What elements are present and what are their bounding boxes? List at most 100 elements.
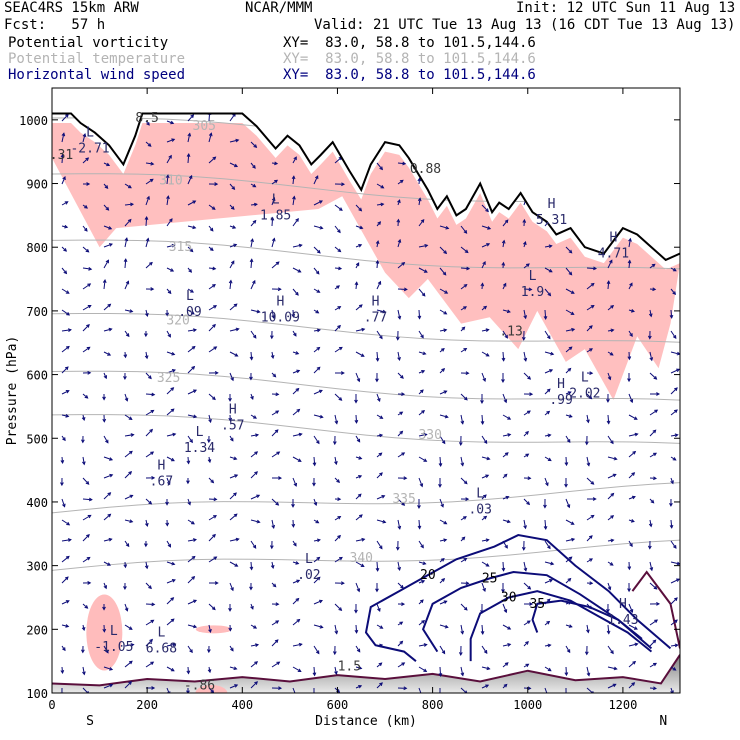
wind-vector-head xyxy=(312,482,316,487)
valid-time: Valid: 21 UTC Tue 13 Aug 13 (16 CDT Tue … xyxy=(314,17,736,33)
extremum-letter: H xyxy=(609,231,617,246)
wind-vector-head xyxy=(441,368,446,372)
wind-vector-head xyxy=(270,354,275,360)
wind-vector xyxy=(418,644,427,647)
wind-vector xyxy=(166,387,174,395)
wind-vector-head xyxy=(234,163,239,168)
wind-vector xyxy=(313,414,323,418)
wind-vector xyxy=(502,452,509,458)
wind-vector-head xyxy=(150,409,155,414)
wind-vector xyxy=(292,244,302,248)
wind-vector xyxy=(355,304,363,311)
contour-inline-label: 0.88 xyxy=(410,162,441,177)
wind-vector xyxy=(166,433,176,437)
wind-vector-head xyxy=(396,218,401,223)
wind-vector-head xyxy=(674,597,678,601)
wind-vector-head xyxy=(316,346,321,351)
wind-vector-head xyxy=(354,281,359,286)
wind-vector xyxy=(481,456,490,460)
wind-vector-head xyxy=(566,649,571,654)
wind-vector-head xyxy=(610,304,615,309)
theta-contour-line xyxy=(52,414,680,444)
legend-wind-xy: XY= 83.0, 58.8 to 101.5,144.6 xyxy=(283,67,536,83)
wind-vector xyxy=(670,540,677,549)
wind-vector-head xyxy=(612,683,617,688)
wind-vector xyxy=(334,603,342,611)
wind-vector-head xyxy=(212,284,216,288)
wind-vector-head xyxy=(485,474,490,478)
wind-vector-head xyxy=(170,387,175,391)
wind-vector xyxy=(544,666,552,672)
wind-vector-head xyxy=(590,282,595,287)
wind-vector xyxy=(397,662,405,668)
y-tick-label: 100 xyxy=(26,687,48,701)
extremum-letter: L xyxy=(272,192,280,207)
wind-vector xyxy=(502,643,511,647)
wind-vector xyxy=(607,645,614,654)
wind-vector-head xyxy=(170,408,175,413)
wind-vector xyxy=(82,514,91,521)
wind-vector xyxy=(481,243,490,248)
wind-vector xyxy=(565,288,575,294)
wind-vector-head xyxy=(151,602,156,607)
wind-vector-head xyxy=(360,563,365,567)
wind-vector xyxy=(523,309,527,319)
wind-vector-head xyxy=(192,225,197,230)
wind-vector xyxy=(292,388,299,395)
wind-vector xyxy=(481,624,484,634)
wind-vector xyxy=(82,666,85,675)
wind-vector-head xyxy=(419,483,424,488)
wind-vector xyxy=(187,246,194,252)
wind-vector xyxy=(166,351,175,355)
wind-vector xyxy=(229,328,239,332)
wind-vector xyxy=(376,351,379,361)
wind-vector xyxy=(187,389,197,395)
wind-vector-head xyxy=(565,694,568,697)
extremum-value: .02 xyxy=(297,568,320,583)
wind-vector xyxy=(145,162,154,165)
wind-vector xyxy=(166,267,174,272)
wind-vector-head xyxy=(460,420,465,425)
wind-vector-head xyxy=(528,287,533,292)
wind-vector-head xyxy=(610,650,614,655)
wind-vector-head xyxy=(632,450,637,455)
wind-vector-head xyxy=(550,351,555,356)
wind-vector-head xyxy=(527,686,532,691)
wind-vector xyxy=(145,429,153,437)
wind-vector-head xyxy=(106,162,111,167)
wind-vector xyxy=(82,477,90,485)
wind-vector xyxy=(292,156,297,164)
wind-vector xyxy=(313,288,320,293)
wind-vector-head xyxy=(127,218,132,223)
wind-vector-head xyxy=(86,182,91,186)
wind-vector-head xyxy=(252,544,257,549)
wind-vector xyxy=(250,561,253,570)
wind-vector-head xyxy=(108,226,113,230)
wind-vector xyxy=(61,539,71,542)
wind-vector-head xyxy=(170,120,175,125)
wind-vector xyxy=(418,620,425,626)
wind-speed-contour xyxy=(469,590,653,662)
wind-vector-head xyxy=(438,483,442,488)
wind-vector xyxy=(649,561,653,571)
wind-vector xyxy=(670,644,678,647)
wind-vector-head xyxy=(86,346,91,351)
wind-vector xyxy=(607,666,617,670)
wind-vector xyxy=(187,599,197,605)
wind-vector xyxy=(61,309,70,316)
wind-vector-head xyxy=(145,237,150,242)
wind-vector xyxy=(502,309,511,313)
wind-vector-head xyxy=(417,505,421,509)
wind-vector-head xyxy=(151,392,156,397)
wind-vector-head xyxy=(503,473,508,478)
wind-vector xyxy=(460,225,467,234)
wind-vector-head xyxy=(609,259,613,264)
wind-vector-head xyxy=(483,650,488,654)
wind-vector-head xyxy=(458,442,463,447)
wind-vector-head xyxy=(278,686,283,691)
wind-vector xyxy=(355,624,358,633)
wind-vector-head xyxy=(570,311,575,315)
wind-vector xyxy=(628,643,638,647)
wind-vector xyxy=(670,309,673,318)
wind-vector-head xyxy=(674,387,678,392)
